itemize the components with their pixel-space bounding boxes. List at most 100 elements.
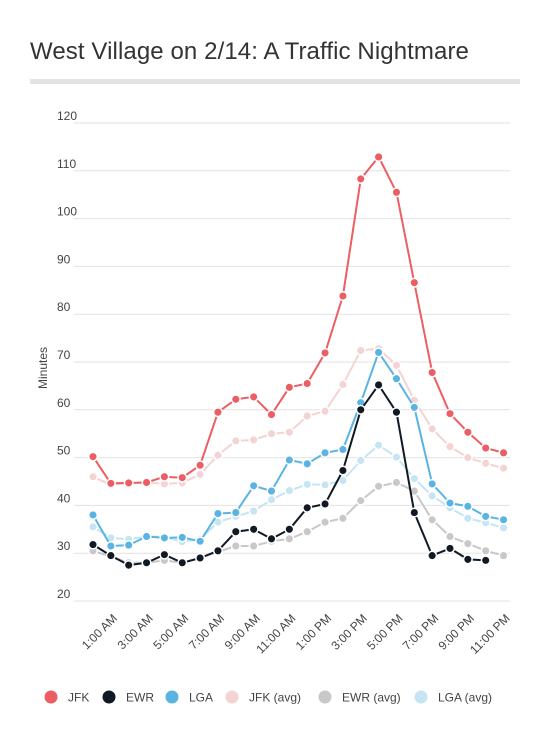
data-point[interactable] [212,407,223,418]
data-point[interactable] [248,480,259,491]
data-point[interactable] [409,277,420,288]
data-point[interactable] [87,539,99,550]
data-point[interactable] [123,540,134,551]
data-point[interactable] [248,391,259,402]
data-point[interactable] [230,435,241,446]
data-point[interactable] [284,382,295,393]
data-point[interactable] [266,409,277,420]
data-point[interactable] [159,532,170,543]
data-point[interactable] [337,513,348,524]
data-point[interactable] [87,521,99,532]
data-point[interactable] [409,507,420,518]
data-point[interactable] [230,507,241,518]
data-point[interactable] [427,550,438,561]
legend-item[interactable]: LGA [165,690,214,705]
data-point[interactable] [427,367,438,378]
data-point[interactable] [373,379,384,390]
data-point[interactable] [391,452,402,463]
data-point[interactable] [248,524,259,535]
data-point[interactable] [391,187,402,198]
legend[interactable]: JFK EWR LGA JFK (avg) EWR (avg) LGA (avg) [44,690,493,705]
data-point[interactable] [355,495,366,506]
legend-item[interactable]: EWR (avg) [318,690,401,705]
data-point[interactable] [409,402,420,413]
data-point[interactable] [427,514,438,525]
data-point[interactable] [480,458,491,469]
data-point[interactable] [462,513,473,524]
data-point[interactable] [177,472,188,483]
data-point[interactable] [498,447,509,458]
data-point[interactable] [195,469,206,480]
data-point[interactable] [266,533,277,544]
data-point[interactable] [230,394,241,405]
data-point[interactable] [141,531,152,542]
data-point[interactable] [444,408,456,419]
data-point[interactable] [87,471,99,482]
data-point[interactable] [373,481,384,492]
data-point[interactable] [177,532,188,543]
data-point[interactable] [266,486,277,497]
data-point[interactable] [320,498,331,510]
data-point[interactable] [480,555,491,566]
data-point[interactable] [391,407,402,418]
data-point[interactable] [355,404,366,415]
legend-item[interactable]: JFK [44,690,90,705]
data-point[interactable] [373,347,384,358]
data-point[interactable] [462,427,473,438]
data-point[interactable] [284,485,295,496]
data-point[interactable] [266,494,277,505]
legend-item[interactable]: EWR [102,690,155,705]
data-point[interactable] [320,479,331,490]
data-point[interactable] [373,440,384,451]
data-point[interactable] [302,410,313,422]
data-point[interactable] [444,543,456,554]
data-point[interactable] [87,451,99,462]
data-point[interactable] [141,557,152,568]
data-point[interactable] [302,502,313,513]
data-point[interactable] [480,545,491,556]
data-point[interactable] [337,290,348,302]
data-point[interactable] [462,501,473,512]
data-point[interactable] [320,406,331,417]
data-point[interactable] [248,506,259,517]
data-point[interactable] [105,540,116,552]
data-point[interactable] [177,557,188,568]
data-point[interactable] [427,478,438,489]
data-point[interactable] [248,434,259,445]
data-point[interactable] [266,428,277,439]
data-point[interactable] [105,478,116,489]
data-point[interactable] [195,552,206,564]
data-point[interactable] [427,490,438,501]
data-point[interactable] [391,360,402,371]
data-point[interactable] [302,479,313,490]
data-point[interactable] [462,452,473,463]
data-point[interactable] [427,423,438,434]
data-point[interactable] [302,458,313,469]
data-point[interactable] [355,173,366,184]
data-point[interactable] [498,514,509,525]
data-point[interactable] [159,549,170,560]
data-point[interactable] [320,347,331,358]
data-point[interactable] [123,560,134,571]
data-point[interactable] [284,524,295,535]
data-point[interactable] [302,378,313,389]
data-point[interactable] [444,531,456,542]
data-point[interactable] [284,454,295,466]
data-point[interactable] [462,538,473,549]
data-point[interactable] [462,554,473,565]
data-point[interactable] [355,455,366,466]
data-point[interactable] [480,442,491,454]
data-point[interactable] [320,517,331,528]
data-point[interactable] [337,379,348,390]
legend-item[interactable]: LGA (avg) [414,690,493,705]
data-point[interactable] [123,477,134,488]
data-point[interactable] [284,533,295,544]
data-point[interactable] [337,465,348,476]
data-point[interactable] [141,477,152,488]
data-point[interactable] [248,540,259,552]
data-point[interactable] [159,471,170,482]
data-point[interactable] [230,526,241,537]
data-point[interactable] [212,450,223,461]
data-point[interactable] [391,477,402,488]
legend-item[interactable]: JFK (avg) [225,690,302,705]
